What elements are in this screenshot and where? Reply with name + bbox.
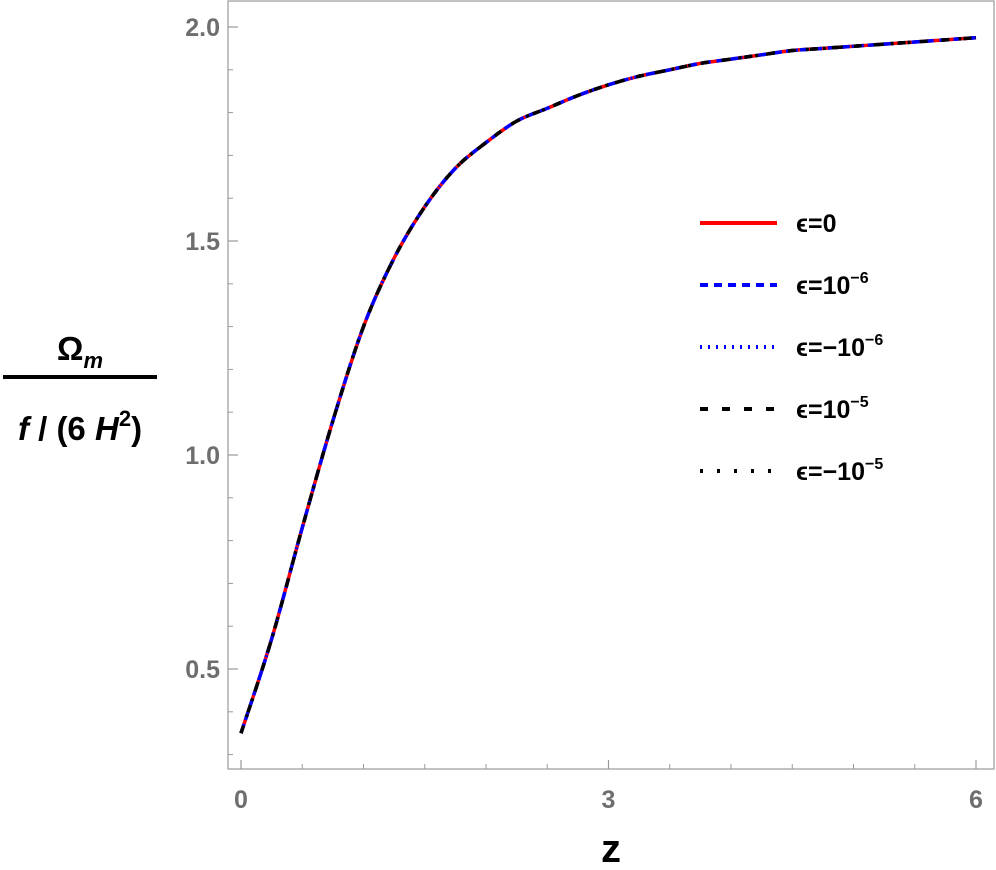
y-label-denominator-mid: / (6 (29, 410, 95, 447)
y-tick-label: 1.5 (185, 228, 220, 256)
legend-label-base: ϵ=10 (796, 396, 850, 424)
y-tick-label: 0.5 (185, 656, 220, 684)
series-curves (239, 35, 977, 734)
legend-label-base: ϵ=0 (796, 210, 836, 238)
y-tick-label: 1.0 (185, 442, 220, 470)
legend-label: ϵ=0 (796, 210, 836, 238)
svg-text:f / (6 H2): f / (6 H2) (18, 406, 142, 447)
x-axis-ticks: 0 3 6 (234, 760, 983, 814)
series-line (239, 35, 977, 734)
x-tick-label: 0 (234, 786, 248, 814)
y-axis-label: Ωm f / (6 H2) (3, 330, 157, 447)
svg-text:Ωm: Ωm (57, 330, 103, 373)
legend-label: ϵ=10−5 (796, 394, 869, 424)
y-label-numerator: Ω (57, 330, 83, 367)
x-axis-label: z (601, 827, 621, 870)
legend-label: ϵ=10−6 (796, 270, 869, 300)
y-label-denominator-h: H (95, 410, 120, 447)
legend-label-sup: −6 (850, 270, 868, 287)
legend-label-sup: −5 (850, 394, 868, 411)
y-axis-ticks: 0.5 1.0 1.5 2.0 (185, 14, 238, 756)
legend-label-sup: −5 (865, 456, 883, 473)
legend: ϵ=0ϵ=10−6ϵ=−10−6ϵ=10−5ϵ=−10−5 (700, 210, 883, 486)
x-tick-label: 3 (602, 786, 616, 814)
series-line (239, 35, 977, 734)
y-label-numerator-sub: m (83, 348, 103, 373)
x-tick-label: 6 (969, 786, 983, 814)
legend-label-sup: −6 (865, 332, 883, 349)
y-label-denominator-close: ) (131, 410, 142, 447)
series-line (239, 35, 977, 734)
y-label-denominator-f: f (18, 410, 32, 447)
series-line (239, 35, 977, 734)
legend-label-base: ϵ=−10 (796, 458, 865, 486)
legend-label-base: ϵ=−10 (796, 334, 865, 362)
plot-frame (227, 0, 995, 770)
y-label-denominator-sup: 2 (119, 406, 131, 431)
legend-label: ϵ=−10−6 (796, 332, 883, 362)
y-tick-label: 2.0 (185, 14, 220, 42)
series-line (239, 35, 977, 734)
legend-label-base: ϵ=10 (796, 272, 850, 300)
legend-label: ϵ=−10−5 (796, 456, 883, 486)
